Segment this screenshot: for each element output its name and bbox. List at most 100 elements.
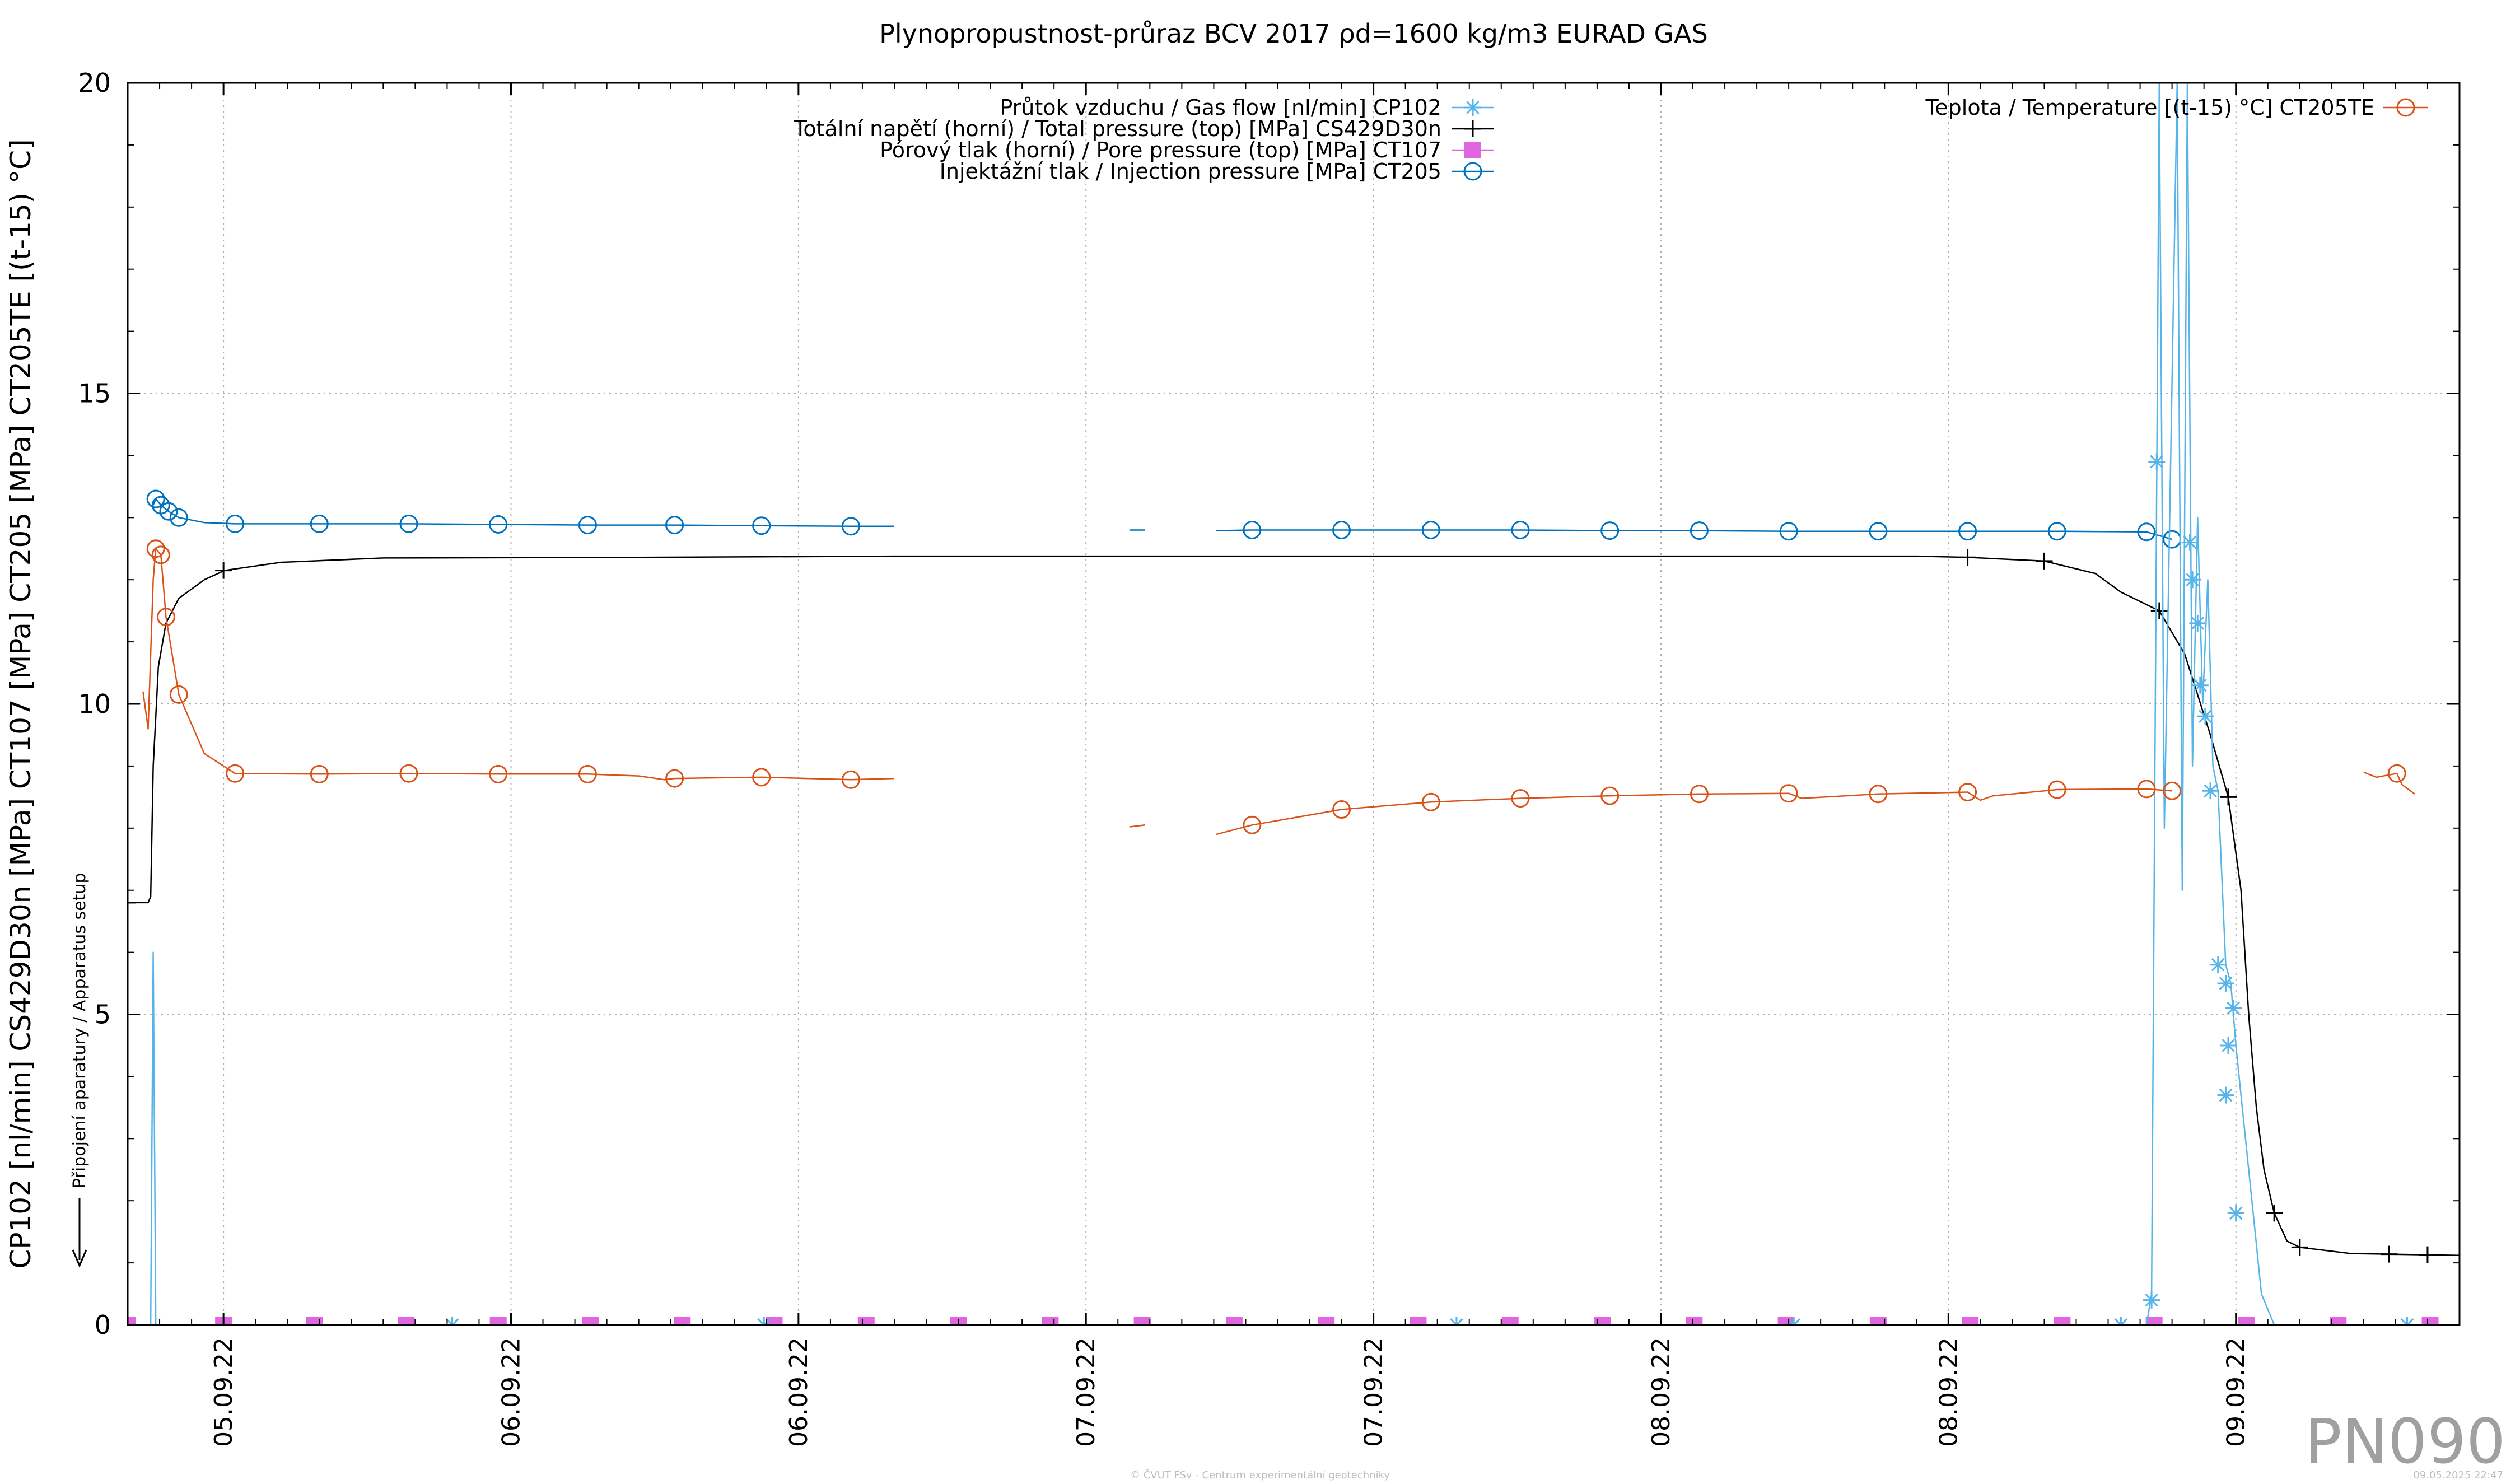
data-point [1690, 521, 1709, 540]
data-point [151, 545, 170, 564]
data-point [2421, 1317, 2439, 1325]
tick-layer: 0 5 10 15 20 05.09.22 06.09.22 06.09.22 07.09.22… [78, 68, 2460, 1447]
data-point [2163, 781, 2182, 800]
x-tick-label: 06.09.22 [497, 1337, 525, 1447]
data-point [1225, 1317, 1243, 1325]
series-layer [128, 83, 2460, 1325]
data-point [2148, 453, 2166, 470]
data-point [2387, 764, 2406, 783]
footer-copyright: © ČVUT FSv - Centrum experimentální geot… [1130, 1469, 1390, 1481]
data-point [1511, 789, 1530, 808]
data-point [1869, 785, 1888, 804]
data-point [1600, 521, 1620, 540]
data-point [399, 764, 418, 783]
legend-label: Totální napětí (horní) / Total pressure … [794, 116, 1441, 141]
legend-label: Pórový tlak (horní) / Pore pressure (top… [880, 138, 1441, 162]
data-point [581, 1317, 599, 1325]
series-1 [128, 549, 2460, 1263]
x-tick-label: 09.09.22 [2222, 1337, 2251, 1447]
data-point [226, 514, 245, 533]
data-point [2202, 782, 2219, 800]
data-point [2220, 788, 2237, 806]
legend-marker-sample [2396, 98, 2415, 117]
data-point [2227, 1205, 2244, 1222]
data-point [841, 770, 860, 789]
data-point [2191, 676, 2209, 694]
legend-right: Teplota / Temperature [(t-15) °C] CT205T… [1925, 95, 2428, 120]
series-line [1129, 824, 1145, 828]
series-line [128, 83, 2460, 1325]
data-point [1243, 815, 1262, 834]
watermark-id: PN090 [2304, 1406, 2505, 1477]
x-tick-label: 07.09.22 [1072, 1337, 1100, 1447]
data-point [399, 514, 418, 533]
data-point [1501, 1317, 1519, 1325]
series-3 [128, 83, 2460, 1325]
series-line [152, 498, 894, 528]
data-point [2330, 1317, 2347, 1325]
data-point [2217, 975, 2234, 992]
setup-annotation-text: Připojení aparatury / Apparatus setup [70, 873, 90, 1188]
grid [128, 83, 2460, 1325]
legend-marker-sample [1464, 99, 1481, 116]
setup-annotation-arrow-head [72, 1249, 87, 1268]
data-point [2189, 614, 2206, 632]
data-point [2381, 1245, 2398, 1263]
data-point [2036, 552, 2053, 570]
data-point [1962, 1317, 1979, 1325]
data-point [2196, 708, 2214, 725]
data-point [146, 539, 165, 558]
data-point [2291, 1239, 2308, 1256]
data-point [1690, 785, 1709, 804]
data-point [310, 514, 329, 533]
legend-marker-sample [1464, 120, 1481, 137]
data-point [1332, 520, 1351, 539]
legend-marker-sample [1464, 142, 1481, 158]
y-tick-label: 5 [95, 1000, 111, 1030]
data-point [489, 764, 508, 783]
data-point [2225, 1000, 2242, 1017]
data-point [1777, 1317, 1795, 1325]
data-point [1686, 1317, 1703, 1325]
series-0 [146, 489, 2182, 549]
data-point [578, 764, 597, 783]
data-point [2419, 1246, 2436, 1263]
data-point [1133, 1317, 1151, 1325]
series-line [1216, 529, 2172, 540]
data-point [2184, 571, 2201, 589]
data-point [1332, 800, 1351, 819]
y-axis-label: CP102 [nl/min] CS429D30n [MPa] CT107 [MP… [4, 139, 37, 1268]
series-4 [142, 539, 2415, 836]
data-point [665, 769, 684, 788]
data-point [2143, 1291, 2160, 1309]
data-point [2145, 1317, 2163, 1325]
data-point [1869, 522, 1888, 541]
chart-title: Plynopropustnost-průraz BCV 2017 ρd=1600… [879, 18, 1708, 49]
data-point [398, 1317, 415, 1325]
data-point [1421, 520, 1440, 539]
legend-label: Průtok vzduchu / Gas flow [nl/min] CP102 [1000, 95, 1441, 120]
footer-timestamp: 09.05.2025 22:47 [2413, 1469, 2503, 1481]
data-point [169, 685, 188, 704]
data-point [1421, 792, 1440, 811]
data-point [2047, 522, 2066, 541]
series-line [128, 555, 2460, 1257]
data-point [156, 608, 175, 627]
data-point [2150, 602, 2168, 619]
series-line [2363, 771, 2415, 795]
data-point [1958, 782, 1977, 801]
y-tick-label: 15 [78, 379, 111, 409]
data-point [674, 1317, 691, 1325]
data-point [1410, 1317, 1427, 1325]
data-point [665, 516, 684, 535]
data-point [128, 1317, 136, 1325]
data-point [146, 489, 165, 508]
data-point [1779, 784, 1798, 803]
x-tick-label: 08.09.22 [1647, 1337, 1676, 1447]
data-point [489, 515, 508, 534]
data-point [226, 764, 245, 783]
data-point [306, 1317, 323, 1325]
setup-annotation: Připojení aparatury / Apparatus setup [70, 873, 90, 1268]
